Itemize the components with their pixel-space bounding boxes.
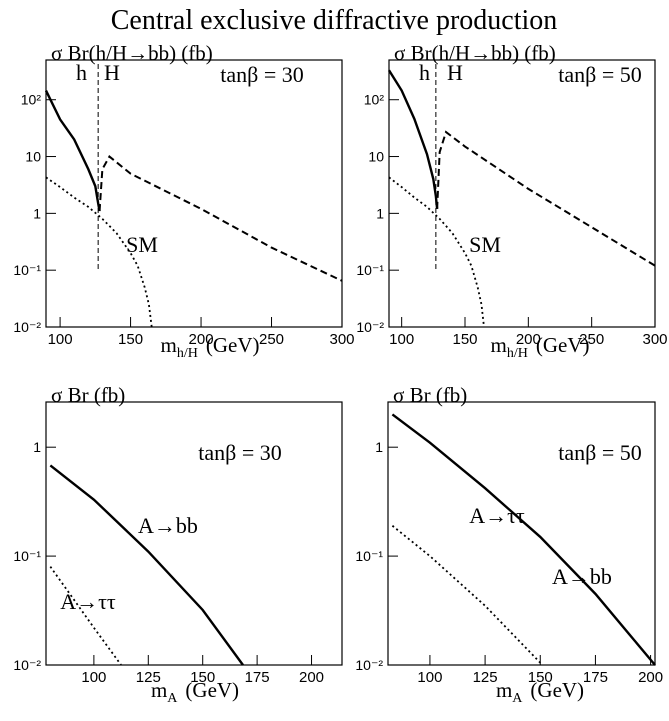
y-tick-label: 10⁻² xyxy=(355,657,383,673)
x-tick-label: 250 xyxy=(579,331,604,348)
x-tick-label: 125 xyxy=(136,669,161,686)
y-tick-label: 10⁻² xyxy=(13,319,41,335)
y-axis-title: σ Br(h/H→bb) (fb) xyxy=(51,41,213,65)
series-label: SM xyxy=(126,232,158,257)
x-axis-title: mh/H (GeV) xyxy=(161,333,260,361)
y-tick-label: 10⁻² xyxy=(13,657,41,673)
x-axis-title: mA (GeV) xyxy=(151,678,239,706)
x-axis-unit: (GeV) xyxy=(530,678,584,702)
series-label: A→ττ xyxy=(469,503,525,528)
series-label: H xyxy=(447,60,463,85)
y-tick-label: 10⁻² xyxy=(356,319,384,335)
series-line xyxy=(49,566,122,666)
x-tick-label: 150 xyxy=(528,669,553,686)
series-label: SM xyxy=(469,232,501,257)
x-tick-label: 200 xyxy=(516,331,541,348)
x-tick-label: 200 xyxy=(189,331,214,348)
y-tick-label: 1 xyxy=(375,439,383,455)
x-axis-symbol: m xyxy=(496,678,512,702)
y-tick-label: 10² xyxy=(21,92,42,108)
x-tick-label: 125 xyxy=(473,669,498,686)
series-label: A→bb xyxy=(138,513,198,538)
x-axis-symbol: m xyxy=(161,333,177,357)
x-tick-label: 175 xyxy=(245,669,270,686)
x-tick-label: 175 xyxy=(583,669,608,686)
series-line xyxy=(391,525,544,666)
x-tick-label: 100 xyxy=(81,669,106,686)
x-axis-unit: (GeV) xyxy=(536,333,590,357)
x-axis-symbol: m xyxy=(151,678,167,702)
series-label: A→ττ xyxy=(60,589,116,614)
series-line xyxy=(44,90,101,212)
y-tick-label: 10⁻¹ xyxy=(356,262,384,278)
x-axis-subscript: A xyxy=(167,691,178,706)
x-axis-subscript: h/H xyxy=(177,346,198,361)
plot-frame xyxy=(45,401,343,666)
panel: 100 150 200 250 300 10² 10 1 10⁻¹ 10⁻² σ Br(h/H→bb… xyxy=(356,41,667,361)
x-axis-unit: (GeV) xyxy=(185,678,239,702)
series-label: h xyxy=(419,60,430,85)
panel: 100 125 150 175 200 1 10⁻¹ 10⁻² σ Br (fb) mA (GeV)… xyxy=(355,383,663,706)
series-line xyxy=(388,176,485,328)
series-line xyxy=(387,69,439,209)
x-tick-label: 300 xyxy=(642,331,667,348)
panel: 100 125 150 175 200 1 10⁻¹ 10⁻² σ Br (fb) mA (GeV)… xyxy=(13,383,343,706)
plot-frame xyxy=(388,59,656,328)
x-tick-label: 150 xyxy=(118,331,143,348)
x-tick-label: 200 xyxy=(299,669,324,686)
x-tick-label: 100 xyxy=(417,669,442,686)
y-tick-label: 10 xyxy=(368,149,384,165)
series-line xyxy=(391,413,656,666)
x-axis-subscript: h/H xyxy=(507,346,528,361)
x-axis-symbol: m xyxy=(491,333,507,357)
annotation: tanβ = 30 xyxy=(198,440,281,465)
y-axis-title: σ Br (fb) xyxy=(393,383,467,407)
x-tick-label: 250 xyxy=(259,331,284,348)
series-line xyxy=(45,176,153,328)
y-axis-title: σ Br(h/H→bb) (fb) xyxy=(394,41,556,65)
x-axis-title: mh/H (GeV) xyxy=(491,333,590,361)
annotation: tanβ = 50 xyxy=(558,440,641,465)
y-tick-label: 1 xyxy=(33,439,41,455)
y-tick-label: 1 xyxy=(33,205,41,221)
x-tick-label: 100 xyxy=(389,331,414,348)
x-tick-label: 150 xyxy=(452,331,477,348)
series-line xyxy=(49,464,244,666)
series-line xyxy=(436,130,656,267)
x-tick-label: 150 xyxy=(190,669,215,686)
series-label: H xyxy=(104,60,120,85)
y-tick-label: 10² xyxy=(364,92,385,108)
series-line xyxy=(98,155,343,282)
figure-title: Central exclusive diffractive production xyxy=(111,5,558,36)
annotation: tanβ = 50 xyxy=(558,62,641,87)
plot-frame xyxy=(45,59,343,328)
panel: 100 150 200 250 300 10² 10 1 10⁻¹ 10⁻² σ Br(h/H→bb… xyxy=(13,41,354,361)
plot-frame xyxy=(387,401,656,666)
x-tick-label: 300 xyxy=(329,331,354,348)
series-label: A→bb xyxy=(552,564,612,589)
x-tick-label: 200 xyxy=(638,669,663,686)
y-tick-label: 10⁻¹ xyxy=(13,548,41,564)
y-tick-label: 10 xyxy=(25,149,41,165)
series-label: h xyxy=(76,60,87,85)
x-axis-subscript: A xyxy=(512,691,523,706)
x-axis-title: mA (GeV) xyxy=(496,678,584,706)
y-axis-title: σ Br (fb) xyxy=(51,383,125,407)
x-tick-label: 100 xyxy=(48,331,73,348)
y-tick-label: 1 xyxy=(376,205,384,221)
annotation: tanβ = 30 xyxy=(220,62,303,87)
y-tick-label: 10⁻¹ xyxy=(355,548,383,564)
x-axis-unit: (GeV) xyxy=(206,333,260,357)
y-tick-label: 10⁻¹ xyxy=(13,262,41,278)
